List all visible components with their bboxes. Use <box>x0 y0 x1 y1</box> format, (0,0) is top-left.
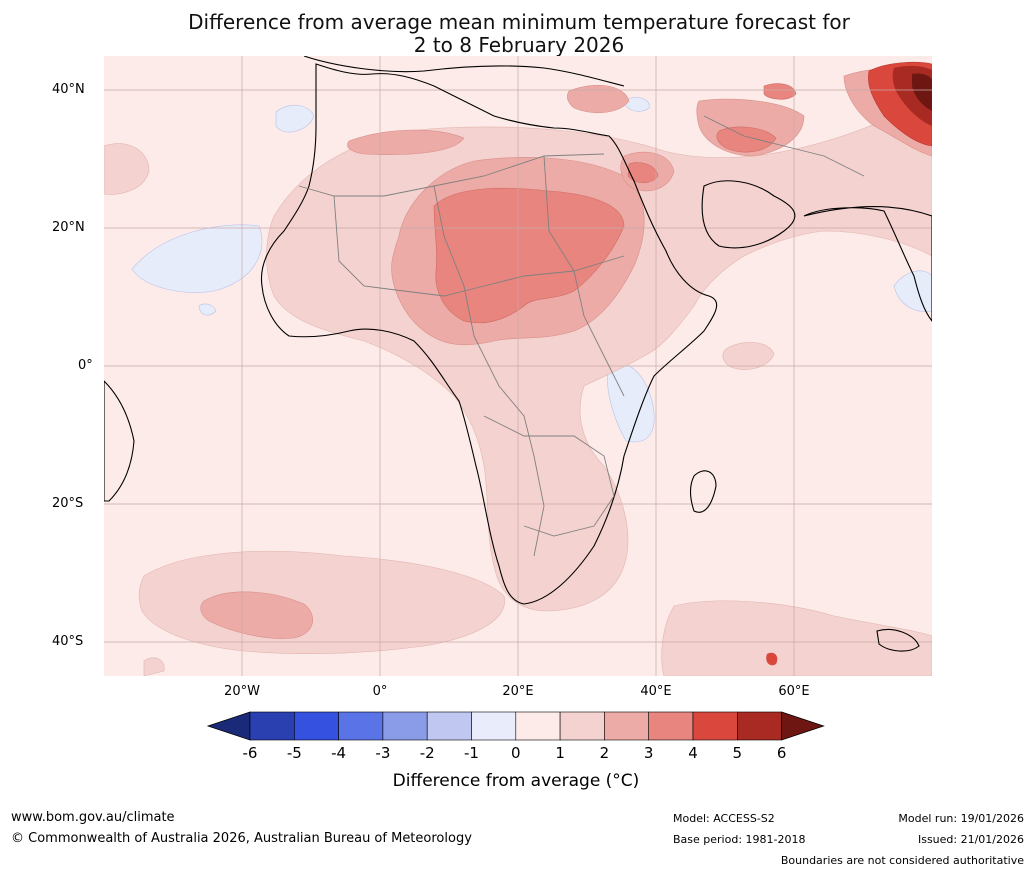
cool-area-atlantic-north <box>275 104 315 133</box>
footer-website: www.bom.gov.au/climate <box>11 810 175 825</box>
warm-area-3-arabia-north <box>627 162 659 184</box>
coastlines <box>104 56 932 652</box>
warm-area-2-south-atlantic <box>200 591 313 639</box>
footer-base-period: Base period: 1981-2018 <box>673 833 806 846</box>
coastline-europe <box>303 56 625 87</box>
colorbar-tick-label: 1 <box>555 744 565 762</box>
warm-area-3-caspian-east <box>763 83 797 100</box>
cool-area-east-africa <box>607 362 655 443</box>
footer-model-run: Model run: 19/01/2026 <box>898 812 1024 825</box>
lon-label-0: 0° <box>372 684 388 699</box>
lon-label-60e: 60°E <box>778 684 810 699</box>
map-panel <box>104 56 932 676</box>
warm-area-1-south-atlantic-west <box>143 657 165 676</box>
footer-model: Model: ACCESS-S2 <box>673 812 775 825</box>
footer-issued: Issued: 21/01/2026 <box>917 833 1024 846</box>
colorbar-tick-label: -3 <box>375 744 391 762</box>
warm-area-2-turkey <box>567 85 630 114</box>
lon-label-20e: 20°E <box>502 684 534 699</box>
colorbar-tick-label: -2 <box>419 744 435 762</box>
colorbar-label: Difference from average (°C) <box>392 771 640 791</box>
lat-label-20n: 20°N <box>52 220 85 235</box>
colorbar-extend-high <box>781 711 825 741</box>
colorbar-segment <box>692 711 738 741</box>
lat-label-20s: 20°S <box>52 496 84 511</box>
footer-disclaimer: Boundaries are not considered authoritat… <box>780 854 1024 867</box>
colorbar-segment <box>515 711 561 741</box>
colorbar-segment <box>294 711 339 741</box>
coastline-arabia <box>701 180 796 249</box>
border-southern <box>483 415 615 537</box>
colorbar-segment <box>426 711 472 741</box>
warm-area-1-atlantic-west <box>104 143 150 195</box>
coastline-africa <box>260 63 718 605</box>
colorbar-tick-label: -1 <box>464 744 479 762</box>
border-middle-east <box>703 115 865 177</box>
colorbar-tick-label: 2 <box>599 744 610 762</box>
colorbar-segment <box>648 711 694 741</box>
colorbar-segment <box>604 711 649 741</box>
warm-area-1-indian-ocean-east <box>722 342 775 370</box>
map-title-line2: 2 to 8 February 2026 <box>413 33 625 57</box>
colorbar-segment <box>559 711 605 741</box>
colorbar <box>206 711 825 741</box>
graticule <box>104 56 932 676</box>
warm-area-3-iran-south <box>716 126 777 153</box>
colorbar-segment <box>338 711 384 741</box>
warm-anomaly-3-4 <box>433 83 797 324</box>
coastline-south-america <box>104 380 135 502</box>
colorbar-tick-label: 4 <box>688 744 698 762</box>
border-central <box>433 185 545 557</box>
lon-label-40e: 40°E <box>640 684 672 699</box>
colorbar-extend-low <box>206 711 251 741</box>
border-sahel <box>333 195 625 297</box>
colorbar-segment <box>471 711 517 741</box>
colorbar-tick-label: 6 <box>776 744 787 762</box>
colorbar-segment <box>382 711 428 741</box>
footer-copyright: © Commonwealth of Australia 2026, Austra… <box>11 831 472 846</box>
colorbar-segment <box>249 711 295 741</box>
warm-area-3-chad-sudan <box>433 187 625 324</box>
temperature-anomaly-map <box>104 56 932 676</box>
lon-label-20w: 20°W <box>224 684 260 699</box>
colorbar-tick-label: -6 <box>242 744 258 762</box>
cool-area-atlantic-west <box>131 224 263 293</box>
lat-label-equator: 0° <box>78 358 93 373</box>
cool-area-bay-bengal <box>893 270 932 312</box>
warm-area-2-north-africa-west <box>347 129 465 155</box>
cool-area-gulf-guinea <box>198 303 217 316</box>
coastline-island-south <box>876 628 920 652</box>
colorbar-segment <box>736 711 782 741</box>
lat-label-40n: 40°N <box>52 82 85 97</box>
coastline-madagascar <box>690 470 717 513</box>
colorbar-tick-label: 0 <box>511 744 521 762</box>
warm-area-4-indian-ocean-spot <box>766 652 778 666</box>
country-borders <box>298 115 865 557</box>
warm-area-6-tibet-core <box>912 73 932 111</box>
colorbar-tick-label: -4 <box>331 744 347 762</box>
colorbar-tick-label: -5 <box>286 744 302 762</box>
coastline-india <box>803 206 932 322</box>
warm-anomaly-4-plus <box>766 61 932 666</box>
colorbar-tick-label: 5 <box>732 744 743 762</box>
lat-label-40s: 40°S <box>52 634 84 649</box>
map-title-line1: Difference from average mean minimum tem… <box>188 10 850 34</box>
warm-area-1-indian-ocean-south <box>661 600 932 676</box>
cool-area-caspian <box>623 97 650 112</box>
colorbar-tick-label: 3 <box>643 744 654 762</box>
border-east <box>543 155 625 397</box>
